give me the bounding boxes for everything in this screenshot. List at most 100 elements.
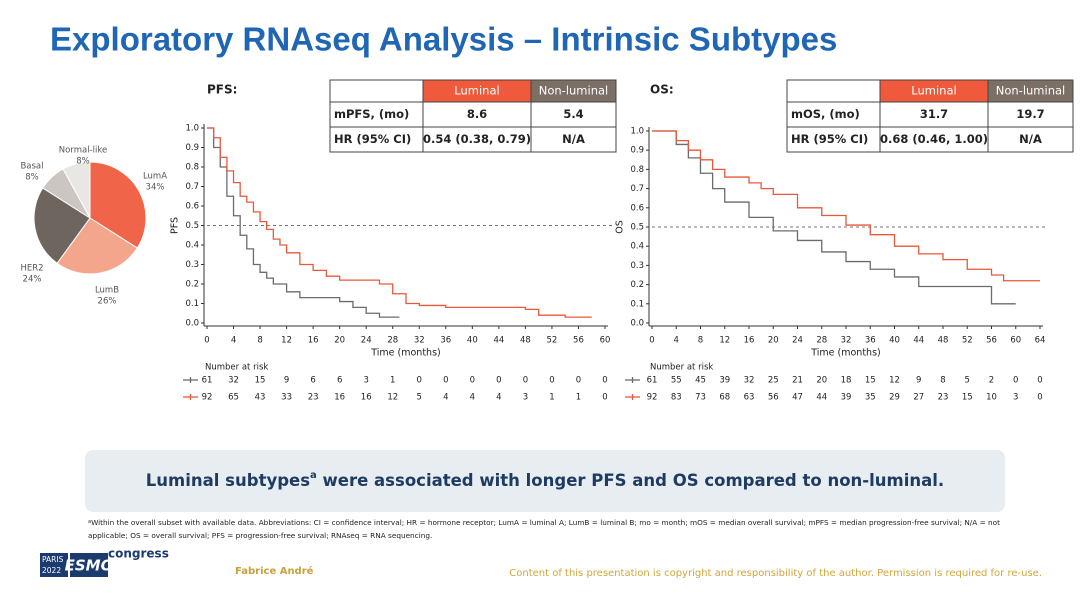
- survival-curve: [652, 130, 1040, 282]
- at-risk-label: Number at risk: [205, 363, 268, 373]
- at-risk-count: 73: [695, 393, 706, 403]
- footnote: aWithin the overall subset with availabl…: [88, 518, 1000, 527]
- y-tick-label: 0.0: [630, 319, 644, 329]
- at-risk-count: 9: [916, 376, 921, 386]
- slice-label: Basal: [20, 162, 43, 172]
- x-tick-label: 44: [493, 336, 504, 346]
- at-risk-count: 0: [1013, 376, 1018, 386]
- at-risk-count: 5: [417, 393, 422, 403]
- x-tick-label: 44: [913, 336, 924, 346]
- x-tick-label: 40: [889, 336, 900, 346]
- at-risk-count: 6: [310, 376, 315, 386]
- x-axis-label: Time (months): [810, 348, 880, 359]
- at-risk-label: Number at risk: [650, 363, 713, 373]
- slice-label: LumB: [95, 286, 119, 296]
- logo-box: [70, 553, 108, 577]
- at-risk-count: 15: [255, 376, 266, 386]
- y-tick-label: 1.0: [185, 124, 199, 134]
- at-risk-count: 6: [337, 376, 342, 386]
- y-tick-label: 0.3: [185, 260, 199, 270]
- y-axis-label: OS: [615, 220, 626, 234]
- slice-label: LumA: [143, 172, 167, 182]
- at-risk-count: 29: [889, 393, 900, 403]
- slice-label: HER2: [20, 264, 43, 274]
- footnote-marker: a: [88, 519, 91, 525]
- x-tick-label: 0: [204, 336, 209, 346]
- logo-city: PARIS: [42, 555, 64, 564]
- at-risk-count: 44: [816, 393, 827, 403]
- x-tick-label: 40: [467, 336, 478, 346]
- at-risk-count: 56: [768, 393, 779, 403]
- author: Fabrice André: [235, 565, 314, 577]
- table-text: 0.68 (0.46, 1.00): [880, 132, 988, 146]
- table-header: Luminal: [454, 84, 499, 98]
- at-risk-count: 15: [962, 393, 973, 403]
- x-tick-label: 32: [414, 336, 425, 346]
- survival-curve: [207, 127, 400, 318]
- x-tick-label: 48: [938, 336, 949, 346]
- y-tick-label: 0.1: [630, 299, 644, 309]
- x-tick-label: 16: [744, 336, 755, 346]
- chart-title: OS:: [650, 83, 674, 97]
- at-risk-count: 2: [989, 376, 994, 386]
- y-tick-label: 0.1: [185, 299, 199, 309]
- y-tick-label: 0.7: [630, 184, 644, 194]
- at-risk-count: 18: [841, 376, 852, 386]
- table-cell: [329, 126, 424, 153]
- pie-slice: [56, 217, 138, 275]
- logo-box: [40, 553, 68, 577]
- at-risk-count: 0: [1037, 393, 1042, 403]
- at-risk-count: 4: [443, 393, 448, 403]
- x-tick-label: 8: [698, 336, 703, 346]
- slice-label: Normal-like: [59, 146, 107, 156]
- table-cell: [987, 126, 1074, 153]
- y-tick-label: 0.2: [630, 280, 644, 290]
- banner-marker: a: [310, 470, 317, 481]
- at-risk-count: 20: [816, 376, 827, 386]
- at-risk-count: 43: [255, 393, 266, 403]
- y-tick-label: 0.4: [630, 242, 644, 252]
- x-tick-label: 28: [387, 336, 398, 346]
- at-risk-count: 1: [576, 393, 581, 403]
- at-risk-count: 61: [647, 376, 658, 386]
- at-risk-count: 3: [363, 376, 368, 386]
- table-cell: [422, 126, 532, 153]
- table-text: mPFS, (mo): [334, 107, 409, 121]
- x-tick-label: 32: [841, 336, 852, 346]
- banner-text: Luminal subtypesa were associated with l…: [146, 470, 944, 490]
- x-tick-label: 36: [440, 336, 451, 346]
- x-tick-label: 28: [816, 336, 827, 346]
- copyright: Content of this presentation is copyrigh…: [509, 568, 1042, 579]
- y-tick-label: 0.8: [185, 163, 199, 173]
- at-risk-count: 55: [671, 376, 682, 386]
- table-text: 5.4: [563, 107, 583, 121]
- at-risk-count: 32: [744, 376, 755, 386]
- table-cell: [879, 101, 989, 128]
- at-risk-count: 35: [865, 393, 876, 403]
- at-risk-count: 16: [334, 393, 345, 403]
- at-risk-count: 8: [940, 376, 945, 386]
- table-text: N/A: [1019, 132, 1042, 146]
- at-risk-count: 0: [443, 376, 448, 386]
- x-tick-label: 12: [281, 336, 292, 346]
- table-cell: [786, 126, 881, 153]
- y-tick-label: 0.0: [185, 319, 199, 329]
- x-tick-label: 4: [231, 336, 236, 346]
- x-axis-label: Time (months): [370, 348, 440, 359]
- at-risk-count: 0: [1037, 376, 1042, 386]
- slice-value: 24%: [23, 275, 42, 285]
- at-risk-count: 0: [470, 376, 475, 386]
- at-risk-count: 33: [281, 393, 292, 403]
- table-cell: [786, 79, 881, 103]
- y-tick-label: 1.0: [630, 127, 644, 137]
- table-text: 31.7: [920, 107, 948, 121]
- x-tick-label: 48: [520, 336, 531, 346]
- at-risk-count: 21: [792, 376, 803, 386]
- at-risk-count: 47: [792, 393, 803, 403]
- table-text: 0.54 (0.38, 0.79): [423, 132, 531, 146]
- x-tick-label: 36: [865, 336, 876, 346]
- at-risk-count: 4: [470, 393, 475, 403]
- y-tick-label: 0.6: [185, 202, 199, 212]
- at-risk-count: 92: [647, 393, 658, 403]
